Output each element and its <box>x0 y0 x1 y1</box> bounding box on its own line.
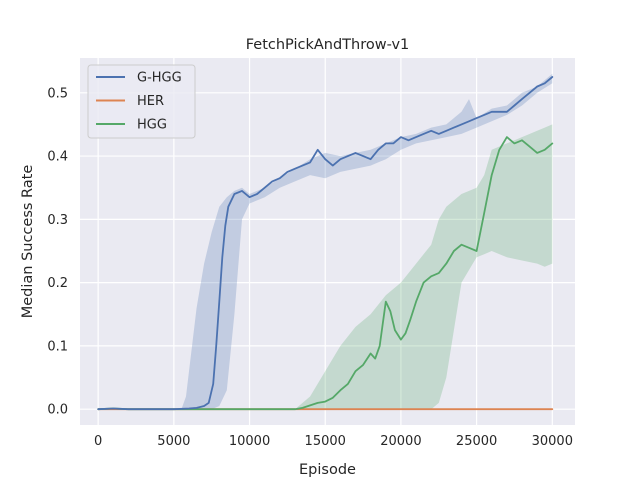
x-tick-label: 20000 <box>380 434 421 449</box>
x-tick-label: 5000 <box>157 434 190 449</box>
y-axis-label: Median Success Rate <box>20 165 36 319</box>
series-line-hgg <box>97 136 554 411</box>
y-tick-label: 0.1 <box>47 339 68 354</box>
y-tick-label: 0.3 <box>47 213 68 228</box>
x-tick-label: 10000 <box>229 434 270 449</box>
legend-label-her: HER <box>137 94 164 109</box>
x-axis-label: Episode <box>299 462 356 478</box>
legend: G-HGG HER HGG <box>87 64 196 139</box>
legend-box <box>87 64 196 139</box>
y-tick-label: 0.2 <box>47 276 68 291</box>
x-tick-label: 0 <box>94 434 102 449</box>
legend-label-g-hgg: G-HGG <box>137 71 182 86</box>
y-tick-label: 0.4 <box>47 150 68 165</box>
y-tick-label: 0.0 <box>47 403 68 418</box>
x-tick-label: 15000 <box>305 434 346 449</box>
legend-label-hgg: HGG <box>137 118 167 133</box>
x-tick-labels: 0 5000 10000 15000 20000 25000 30000 <box>94 434 573 449</box>
series-line-g-hgg <box>97 76 554 411</box>
confidence-bands <box>98 73 553 410</box>
y-tick-label: 0.5 <box>47 86 68 101</box>
y-tick-labels: 0.0 0.1 0.2 0.3 0.4 0.5 <box>47 86 68 417</box>
band-g-hgg <box>98 73 553 410</box>
series-lines <box>97 76 554 411</box>
x-tick-label: 25000 <box>456 434 497 449</box>
band-hgg <box>98 124 553 410</box>
chart-title: FetchPickAndThrow-v1 <box>246 37 410 53</box>
x-tick-label: 30000 <box>532 434 573 449</box>
